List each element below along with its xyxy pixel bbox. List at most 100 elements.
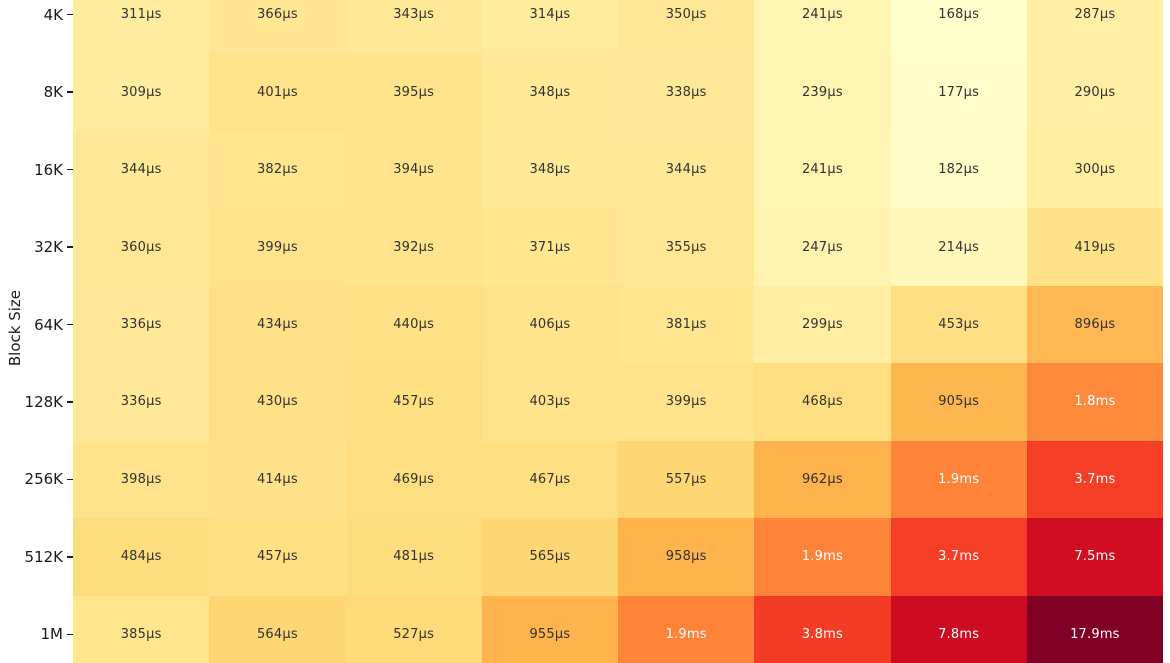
- heatmap-cell: 399µs: [618, 363, 755, 441]
- cell-value-label: 955µs: [529, 626, 571, 642]
- cell-value-label: 355µs: [665, 239, 707, 255]
- heatmap-cell: 395µs: [345, 53, 482, 131]
- cell-value-label: 247µs: [801, 239, 843, 255]
- heatmap-cell: 896µs: [1026, 285, 1163, 364]
- cell-value-label: 338µs: [665, 84, 707, 100]
- cell-value-label: 457µs: [256, 549, 298, 565]
- heatmap-grid: 311µs 366µs 343µs 314µs 350µs 241µs 168µs 287µs…: [73, 0, 1163, 663]
- heatmap-cell: 484µs: [73, 518, 210, 596]
- cell-value-label: 350µs: [665, 7, 707, 23]
- cell-value-label: 399µs: [665, 394, 707, 410]
- heatmap-cell: 241µs: [754, 0, 891, 54]
- y-tick-label: 1M: [40, 625, 64, 644]
- y-tick-label: 512K: [24, 547, 63, 566]
- y-tick-label: 256K: [24, 470, 63, 489]
- cell-value-label: 565µs: [529, 549, 571, 565]
- heatmap-cell: 481µs: [345, 518, 482, 596]
- y-tick-mark: [67, 401, 73, 403]
- y-tick-mark: [67, 246, 73, 248]
- heatmap-cell: 527µs: [345, 595, 482, 663]
- heatmap-cell: 343µs: [345, 0, 482, 54]
- cell-value-label: 299µs: [801, 316, 843, 332]
- heatmap-cell: 398µs: [73, 440, 210, 519]
- y-axis-ticks: 4K 8K 16K 32K 64K 128K 256K 512K 1M: [0, 0, 73, 663]
- cell-value-label: 398µs: [120, 471, 162, 487]
- cell-value-label: 177µs: [938, 84, 980, 100]
- cell-value-label: 3.7ms: [938, 549, 980, 565]
- cell-value-label: 214µs: [938, 239, 980, 255]
- heatmap-cell: 3.8ms: [754, 595, 891, 663]
- y-tick-mark: [67, 633, 73, 636]
- y-tick: 64K: [0, 315, 73, 335]
- heatmap-cell: 955µs: [481, 595, 618, 663]
- heatmap-cell: 1.9ms: [618, 595, 755, 663]
- heatmap-cell: 440µs: [345, 285, 482, 364]
- heatmap-cell: 350µs: [618, 0, 755, 54]
- heatmap-cell: 336µs: [73, 363, 210, 441]
- heatmap-cell: 168µs: [890, 0, 1027, 54]
- heatmap-cell: 468µs: [754, 363, 891, 441]
- heatmap-cell: 564µs: [209, 595, 346, 663]
- heatmap-cell: 414µs: [209, 440, 346, 519]
- heatmap-cell: 557µs: [618, 440, 755, 519]
- y-tick-label: 4K: [43, 5, 63, 24]
- y-tick-label: 16K: [34, 160, 63, 179]
- cell-value-label: 239µs: [801, 84, 843, 100]
- heatmap-cell: 360µs: [73, 208, 210, 286]
- heatmap-cell: 394µs: [345, 130, 482, 209]
- cell-value-label: 406µs: [529, 316, 571, 332]
- y-tick: 512K: [0, 547, 73, 567]
- cell-value-label: 896µs: [1074, 316, 1116, 332]
- cell-value-label: 314µs: [529, 7, 571, 23]
- cell-value-label: 336µs: [120, 316, 162, 332]
- heatmap-cell: 381µs: [618, 285, 755, 364]
- heatmap-cell: 247µs: [754, 208, 891, 286]
- y-tick-mark: [67, 168, 73, 171]
- cell-value-label: 7.5ms: [1074, 549, 1116, 565]
- y-tick: 16K: [0, 160, 73, 180]
- heatmap-cell: 290µs: [1026, 53, 1163, 131]
- heatmap-cell: 1.8ms: [1026, 363, 1163, 441]
- y-tick: 1M: [0, 624, 73, 644]
- cell-value-label: 394µs: [393, 162, 435, 178]
- cell-value-label: 527µs: [393, 626, 435, 642]
- heatmap-cell: 1.9ms: [754, 518, 891, 596]
- heatmap-cell: 336µs: [73, 285, 210, 364]
- cell-value-label: 168µs: [938, 7, 980, 23]
- cell-value-label: 241µs: [801, 7, 843, 23]
- heatmap-cell: 7.8ms: [890, 595, 1027, 663]
- heatmap-cell: 177µs: [890, 53, 1027, 131]
- heatmap-cell: 457µs: [209, 518, 346, 596]
- cell-value-label: 300µs: [1074, 162, 1116, 178]
- cell-value-label: 344µs: [120, 162, 162, 178]
- y-tick: 256K: [0, 469, 73, 489]
- cell-value-label: 3.7ms: [1074, 471, 1116, 487]
- y-tick: 32K: [0, 237, 73, 257]
- cell-value-label: 385µs: [120, 626, 162, 642]
- heatmap-cell: 344µs: [73, 130, 210, 209]
- cell-value-label: 440µs: [393, 316, 435, 332]
- heatmap-cell: 565µs: [481, 518, 618, 596]
- cell-value-label: 469µs: [393, 471, 435, 487]
- heatmap-cell: 371µs: [481, 208, 618, 286]
- cell-value-label: 557µs: [665, 471, 707, 487]
- cell-value-label: 392µs: [393, 239, 435, 255]
- heatmap-cell: 392µs: [345, 208, 482, 286]
- heatmap-cell: 239µs: [754, 53, 891, 131]
- cell-value-label: 348µs: [529, 84, 571, 100]
- cell-value-label: 401µs: [256, 84, 298, 100]
- cell-value-label: 403µs: [529, 394, 571, 410]
- cell-value-label: 182µs: [938, 162, 980, 178]
- heatmap-cell: 434µs: [209, 285, 346, 364]
- heatmap-cell: 457µs: [345, 363, 482, 441]
- cell-value-label: 962µs: [801, 471, 843, 487]
- cell-value-label: 17.9ms: [1070, 626, 1120, 642]
- cell-value-label: 1.9ms: [665, 626, 707, 642]
- cell-value-label: 360µs: [120, 239, 162, 255]
- cell-value-label: 395µs: [393, 84, 435, 100]
- heatmap-cell: 905µs: [890, 363, 1027, 441]
- cell-value-label: 905µs: [938, 394, 980, 410]
- heatmap-cell: 338µs: [618, 53, 755, 131]
- heatmap-cell: 348µs: [481, 130, 618, 209]
- heatmap-cell: 348µs: [481, 53, 618, 131]
